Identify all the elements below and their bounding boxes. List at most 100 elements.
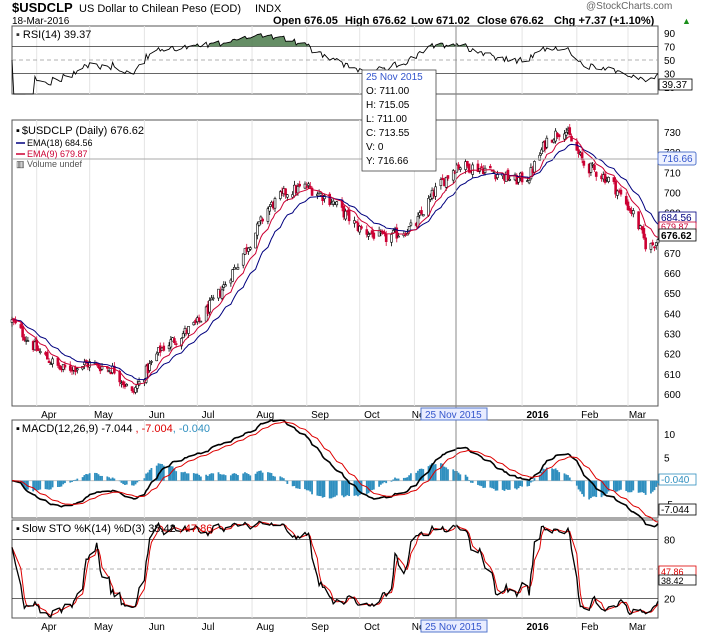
candle-body — [121, 381, 125, 386]
macd-histogram-bar — [409, 473, 412, 481]
x-axis-label: Oct — [364, 622, 380, 633]
candle-body — [56, 357, 60, 366]
candle-body — [568, 127, 572, 136]
candle-body — [384, 233, 388, 242]
macd-histogram-bar — [88, 473, 91, 481]
macd-histogram-bar — [199, 476, 202, 481]
candle-body — [37, 348, 40, 351]
candle-body — [649, 242, 653, 250]
macd-histogram-bar — [420, 468, 423, 481]
candle-body — [46, 351, 49, 360]
sto-k-badge: 38.42 — [661, 576, 684, 586]
macd-histogram-bar — [291, 480, 294, 487]
x-axis-label: Mar — [629, 622, 647, 633]
macd-histogram-bar — [554, 468, 557, 481]
macd-histogram-bar — [118, 480, 121, 482]
macd-histogram-bar — [161, 464, 163, 481]
candle-body — [480, 166, 483, 169]
macd-histogram-bar — [519, 480, 522, 487]
macd-histogram-bar — [390, 480, 393, 482]
macd-histogram-bar — [552, 469, 555, 481]
macd-histogram-bar — [612, 480, 615, 491]
candle-body — [298, 183, 301, 187]
svg-text:25 Nov 2015: 25 Nov 2015 — [425, 410, 482, 421]
macd-histogram-bar — [632, 480, 635, 491]
macd-histogram-bar — [477, 480, 479, 485]
candle-body — [268, 206, 271, 212]
candle-body — [134, 387, 137, 393]
candle-body — [409, 222, 413, 226]
candle-body — [38, 351, 42, 353]
candle-body — [616, 190, 619, 196]
x-axis-label: Sep — [311, 410, 329, 421]
candle-body — [354, 221, 358, 223]
macd-histogram-bar — [268, 472, 271, 481]
x-axis-label: Sep — [311, 622, 329, 633]
macd-histogram-bar — [496, 480, 499, 491]
macd-histogram-bar — [342, 480, 345, 498]
macd-histogram-bar — [385, 480, 388, 484]
macd-plot — [11, 419, 659, 528]
price-legend-ema9: EMA(9) 679.87 — [27, 149, 88, 159]
candle-body — [286, 194, 289, 198]
macd-histogram-bar — [224, 475, 227, 481]
candle-body — [224, 284, 227, 287]
candle-body — [444, 176, 448, 188]
macd-histogram-bar — [575, 480, 578, 486]
macd-histogram-bar — [397, 478, 400, 481]
candle-body — [619, 189, 623, 195]
macd-histogram-bar — [492, 480, 495, 489]
macd-histogram-bar — [44, 480, 47, 490]
macd-badges: -0.040 -7.044 — [658, 473, 697, 516]
macd-histogram-bar — [332, 480, 335, 498]
macd-histogram-bar — [171, 466, 174, 481]
macd-histogram-bar — [58, 480, 61, 487]
macd-histogram-bar — [542, 468, 545, 481]
macd-histogram-bar — [321, 480, 324, 498]
tooltip-close: C: 713.55 — [366, 128, 410, 139]
candle-body — [323, 195, 326, 200]
candle-body — [26, 340, 30, 342]
macd-histogram-bar — [72, 480, 75, 481]
candle-body — [21, 326, 24, 338]
x-axis-label: Apr — [41, 410, 57, 421]
macd-histogram-bar — [334, 480, 336, 497]
candle-body — [220, 289, 224, 299]
candle-body — [540, 149, 543, 155]
crosshair-date-badge-upper: 25 Nov 2015 — [420, 407, 488, 421]
macd-histogram-bar — [471, 480, 474, 483]
macd-histogram-bar — [97, 474, 100, 481]
macd-histogram-bar — [134, 480, 137, 485]
macd-histogram-bar — [528, 480, 531, 487]
macd-histogram-bar — [185, 473, 188, 481]
macd-histogram-bar — [394, 477, 396, 481]
candle-body — [446, 175, 450, 179]
macd-histogram-bar — [106, 476, 109, 481]
macd-histogram-bar — [358, 480, 361, 496]
candle-body — [508, 179, 512, 181]
candle-body — [88, 361, 91, 368]
macd-histogram-bar — [125, 480, 128, 485]
candle-body — [624, 196, 628, 205]
macd-histogram-bar — [618, 480, 621, 491]
macd-histogram-bar — [422, 469, 425, 481]
macd-histogram-bar — [233, 473, 236, 481]
macd-histogram-bar — [74, 479, 77, 481]
sto-tick-label: 20 — [664, 594, 676, 605]
candle-body — [397, 235, 400, 238]
macd-histogram-bar — [95, 473, 98, 481]
macd-histogram-bar — [447, 469, 449, 481]
macd-histogram-bar — [56, 480, 59, 487]
candle-body — [331, 200, 335, 205]
macd-histogram-bar — [187, 473, 190, 481]
x-axis-labels-lower: AprMayJunJulAugSepOctNov2016FebMar — [41, 622, 647, 633]
macd-histogram-bar — [256, 471, 259, 481]
macd-histogram-bar — [182, 472, 185, 481]
change-value: Chg +7.37 (+1.10%) — [554, 15, 655, 27]
candle-body — [49, 363, 53, 365]
candle-body — [637, 211, 640, 230]
macd-histogram-bar — [323, 480, 326, 498]
macd-histogram-bar — [464, 474, 467, 481]
macd-panel-frame — [11, 419, 659, 519]
